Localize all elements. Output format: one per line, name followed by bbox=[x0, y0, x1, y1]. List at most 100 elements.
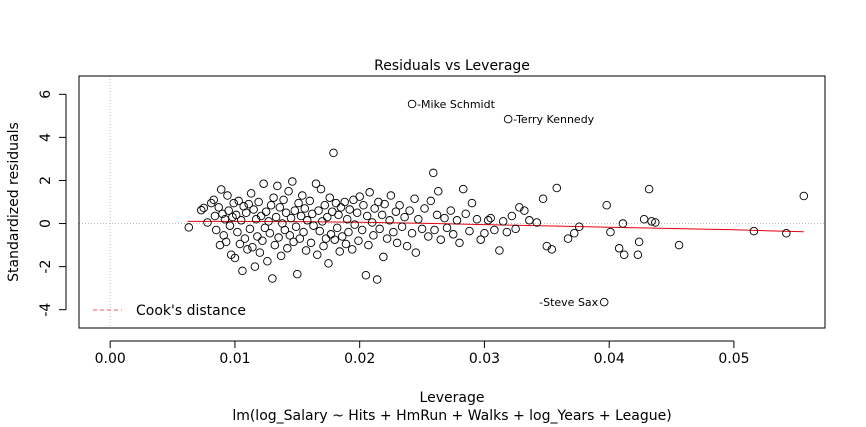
data-point bbox=[354, 236, 363, 246]
data-point bbox=[448, 230, 458, 239]
data-point bbox=[197, 205, 206, 215]
data-point bbox=[234, 196, 243, 206]
data-point bbox=[674, 240, 684, 250]
data-point bbox=[268, 274, 277, 283]
data-point bbox=[224, 206, 233, 215]
data-point bbox=[211, 225, 221, 235]
point-label: -Steve Sax bbox=[539, 296, 599, 309]
x-tick-label: 0.05 bbox=[718, 351, 749, 367]
data-point bbox=[285, 231, 295, 240]
data-point bbox=[391, 207, 401, 216]
data-point bbox=[377, 210, 387, 220]
data-point bbox=[337, 232, 347, 241]
data-point bbox=[184, 223, 194, 232]
data-point bbox=[426, 196, 436, 206]
data-point bbox=[238, 266, 247, 276]
data-point bbox=[313, 250, 322, 260]
data-point bbox=[295, 234, 305, 243]
model-formula-subtitle: lm(log_Salary ~ Hits + HmRun + Walks + l… bbox=[232, 408, 671, 424]
data-point bbox=[294, 198, 303, 208]
data-point bbox=[288, 177, 297, 186]
x-tick-label: 0.04 bbox=[594, 351, 625, 367]
data-points-layer bbox=[184, 99, 809, 307]
data-point bbox=[271, 212, 281, 222]
data-point bbox=[367, 218, 377, 227]
data-point bbox=[458, 184, 468, 194]
data-point bbox=[334, 210, 343, 220]
data-point bbox=[382, 234, 392, 243]
data-point bbox=[480, 228, 489, 238]
data-point bbox=[261, 207, 271, 216]
data-point bbox=[476, 235, 485, 244]
data-point bbox=[385, 216, 394, 225]
data-point bbox=[602, 200, 611, 210]
data-point bbox=[525, 216, 534, 225]
data-point bbox=[229, 198, 238, 208]
data-point bbox=[606, 227, 615, 237]
data-point bbox=[329, 148, 338, 158]
data-point bbox=[414, 214, 423, 224]
data-point bbox=[269, 193, 278, 202]
data-point bbox=[644, 184, 654, 194]
data-point bbox=[461, 209, 470, 219]
data-point bbox=[507, 211, 517, 221]
data-point bbox=[490, 225, 499, 235]
y-axis: -4 -2 0 2 4 6 bbox=[38, 90, 67, 317]
data-point bbox=[254, 197, 263, 207]
data-point bbox=[235, 239, 245, 249]
data-point bbox=[430, 225, 439, 235]
data-point bbox=[380, 199, 389, 209]
data-point bbox=[321, 234, 331, 243]
data-point bbox=[264, 217, 273, 226]
data-point bbox=[614, 244, 624, 253]
data-point bbox=[347, 245, 357, 254]
data-point bbox=[395, 200, 404, 210]
data-point bbox=[315, 226, 325, 236]
data-point bbox=[291, 222, 301, 232]
data-point bbox=[223, 191, 232, 200]
y-tick-label: 0 bbox=[38, 219, 54, 228]
data-point bbox=[270, 240, 280, 250]
data-point bbox=[442, 223, 452, 233]
data-point bbox=[345, 205, 354, 214]
data-point bbox=[316, 184, 326, 194]
data-point bbox=[255, 248, 265, 257]
x-axis-label: Leverage bbox=[420, 390, 485, 406]
data-point bbox=[253, 232, 262, 241]
data-point bbox=[417, 224, 427, 234]
legend: Cook's distance bbox=[93, 303, 246, 319]
data-point bbox=[619, 250, 629, 260]
data-point bbox=[203, 218, 212, 227]
data-point bbox=[320, 200, 330, 210]
point-label: -Mike Schmidt bbox=[417, 98, 496, 111]
data-point bbox=[330, 235, 339, 244]
data-point bbox=[389, 227, 398, 237]
data-point bbox=[552, 183, 562, 193]
data-point bbox=[341, 239, 351, 249]
data-point bbox=[372, 275, 382, 284]
data-point bbox=[275, 203, 285, 212]
smoother-line bbox=[187, 220, 804, 233]
data-point bbox=[236, 216, 246, 225]
data-point bbox=[266, 200, 276, 210]
data-point bbox=[355, 192, 364, 201]
data-point bbox=[563, 234, 573, 243]
data-point bbox=[498, 217, 508, 226]
data-point bbox=[250, 262, 260, 271]
data-point bbox=[246, 189, 256, 198]
data-point bbox=[276, 251, 286, 261]
y-tick-label: 6 bbox=[38, 90, 54, 99]
data-point bbox=[331, 198, 341, 208]
data-point bbox=[221, 237, 231, 247]
data-point bbox=[332, 223, 342, 233]
data-point bbox=[350, 220, 359, 229]
data-point bbox=[299, 227, 308, 237]
data-point bbox=[467, 198, 477, 208]
data-point bbox=[309, 221, 318, 230]
data-point bbox=[547, 245, 557, 254]
data-point bbox=[486, 213, 495, 223]
data-point bbox=[483, 216, 493, 225]
data-point bbox=[259, 179, 268, 188]
data-point bbox=[440, 213, 449, 223]
